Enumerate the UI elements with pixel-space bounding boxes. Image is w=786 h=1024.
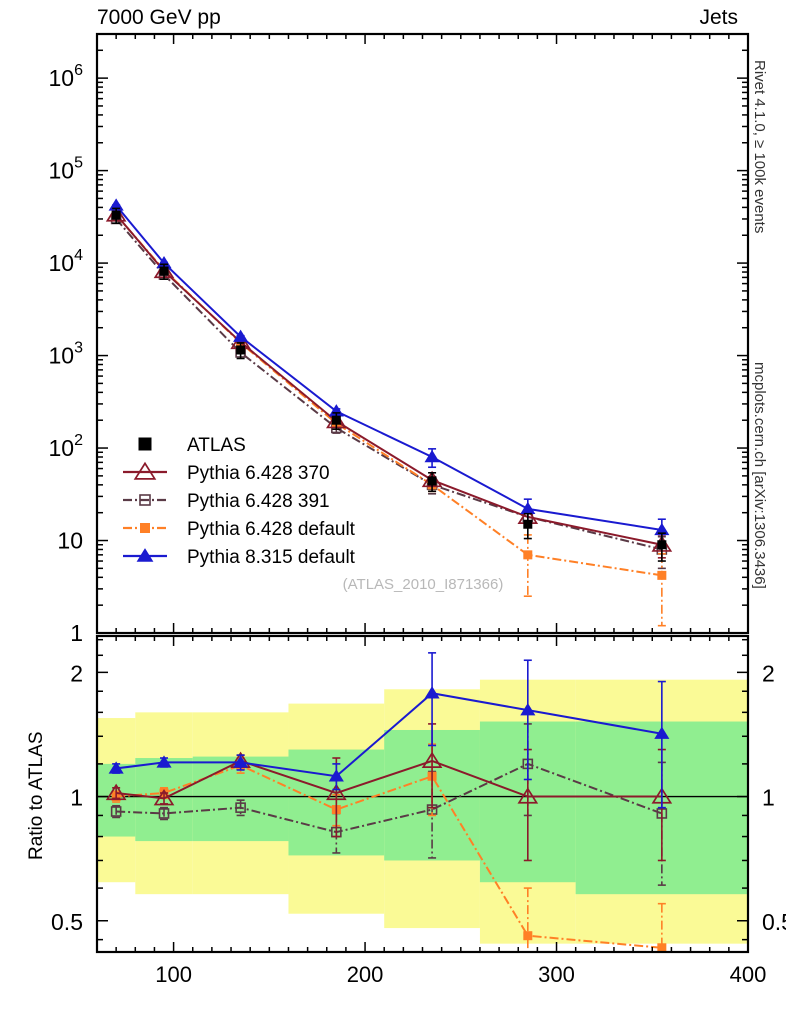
data-marker <box>108 761 124 774</box>
data-marker <box>657 943 667 953</box>
legend-label: ATLAS <box>187 435 246 456</box>
data-marker <box>328 769 344 782</box>
data-marker <box>110 806 122 817</box>
y-tick-label: 104 <box>49 247 84 276</box>
ratio-series-pythia-8-315-default <box>108 652 670 809</box>
x-tick-label: 100 <box>155 962 192 987</box>
data-marker <box>136 548 154 562</box>
legend-item[interactable]: Pythia 6.428 default <box>123 519 356 540</box>
data-marker <box>236 345 246 355</box>
data-marker <box>156 755 172 768</box>
data-marker <box>111 210 121 220</box>
main-series-atlas <box>111 207 667 562</box>
data-marker <box>233 329 249 342</box>
legend-item[interactable]: Pythia 6.428 370 <box>123 461 330 484</box>
data-marker <box>523 519 533 529</box>
y-tick-label: 102 <box>49 432 84 461</box>
data-marker <box>517 787 539 804</box>
ratio-y-tick-label: 1 <box>70 785 83 811</box>
legend-item[interactable]: Pythia 6.428 391 <box>123 491 330 512</box>
data-marker <box>421 751 443 768</box>
x-tick-label: 200 <box>347 962 384 987</box>
main-series-pythia-6-428-391 <box>110 213 668 570</box>
data-marker <box>108 198 124 211</box>
data-marker <box>105 783 127 801</box>
data-marker <box>140 523 150 533</box>
y-tick-label: 1 <box>70 620 83 646</box>
ratio-y-tick-label: 1 <box>762 785 775 811</box>
y-tick-label: 10 <box>57 528 83 554</box>
data-marker <box>654 726 670 739</box>
data-marker <box>233 755 249 768</box>
legend-label: Pythia 6.428 391 <box>187 491 330 512</box>
y-tick-label: 103 <box>49 340 84 369</box>
data-marker <box>657 570 667 580</box>
data-marker <box>158 808 170 819</box>
data-marker <box>424 686 440 699</box>
y-tick-label: 106 <box>49 62 84 91</box>
ratio-panel-frame <box>95 634 750 954</box>
ratio-y-tick-label: 0.5 <box>762 909 786 935</box>
data-marker <box>156 255 172 269</box>
ratio-y-tick-label: 2 <box>70 660 83 686</box>
ratio-y-tick-label: 0.5 <box>51 909 83 935</box>
data-marker <box>331 415 341 425</box>
x-tick-label: 300 <box>538 962 575 987</box>
main-panel-frame <box>95 32 750 635</box>
data-marker <box>235 802 246 813</box>
header-left-label: 7000 GeV pp <box>97 6 221 29</box>
ratio-y-tick-label: 2 <box>762 660 775 686</box>
legend-label: Pythia 8.315 default <box>187 547 356 568</box>
data-marker <box>427 476 437 486</box>
data-marker <box>138 437 152 451</box>
data-marker <box>520 703 536 716</box>
legend-item[interactable]: ATLAS <box>138 435 246 456</box>
data-marker <box>424 449 440 463</box>
data-marker <box>159 266 169 276</box>
analysis-id-watermark: (ATLAS_2010_I871366) <box>343 576 504 593</box>
data-marker <box>523 550 533 560</box>
y-tick-label: 105 <box>49 155 84 184</box>
data-marker <box>520 501 536 515</box>
data-marker <box>133 461 157 480</box>
x-tick-label: 400 <box>730 962 767 987</box>
data-marker <box>153 789 175 806</box>
data-marker <box>654 522 670 536</box>
data-marker <box>523 931 533 941</box>
header-right-label: Jets <box>699 6 738 29</box>
legend-label: Pythia 6.428 370 <box>187 463 330 484</box>
data-marker <box>326 783 347 801</box>
data-marker <box>657 540 667 550</box>
data-marker <box>139 494 151 506</box>
legend-label: Pythia 6.428 default <box>187 519 356 540</box>
legend-item[interactable]: Pythia 8.315 default <box>123 547 356 568</box>
legend: ATLAS Pythia 6.428 370 Pythia 6.428 391 Pyt… <box>123 435 356 568</box>
